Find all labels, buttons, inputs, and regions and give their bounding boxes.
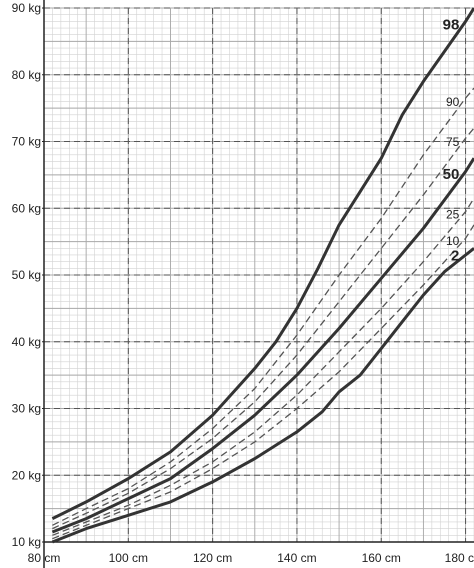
x-tick-label: 120 cm [193, 551, 232, 565]
percentile-50-label: 50 [443, 166, 460, 183]
y-tick-label: 20 kg [12, 468, 41, 482]
x-tick-label: 180 c [445, 551, 474, 565]
x-tick-label: 160 cm [362, 551, 401, 565]
axes [43, 0, 474, 568]
percentile-curves [51, 7, 474, 544]
percentile-2-label: 2 [451, 247, 459, 264]
percentile-98-curve [51, 7, 474, 520]
y-tick-label: 40 kg [12, 335, 41, 349]
y-tick-label: 80 kg [12, 68, 41, 82]
percentile-90-label: 90 [446, 95, 460, 109]
y-tick-label: 60 kg [12, 201, 41, 215]
y-tick-label: 50 kg [12, 268, 41, 282]
y-tick-label: 70 kg [12, 135, 41, 149]
percentile-25-label: 25 [446, 208, 460, 222]
y-tick-label: 90 kg [12, 1, 41, 15]
percentile-90-curve [52, 87, 474, 526]
y-tick-label: 10 kg [12, 535, 41, 549]
percentile-50-curve [51, 157, 474, 534]
tick-labels: 10 kg 20 kg 30 kg 40 kg 50 kg 60 kg 70 kg 80 kg… [12, 1, 474, 565]
percentile-75-curve [52, 127, 474, 530]
percentile-labels: 98 90 75 50 25 102 [443, 16, 460, 264]
grid [43, 7, 474, 543]
x-tick-label: 140 cm [277, 551, 316, 565]
y-tick-label: 30 kg [12, 402, 41, 416]
x-tick-label: 100 cm [109, 551, 148, 565]
percentile-10-curve [52, 224, 474, 540]
percentile-75-label: 75 [446, 135, 460, 149]
percentile-98-label: 98 [443, 16, 460, 33]
percentile-25-curve [52, 197, 474, 536]
percentile-2-curve [51, 247, 474, 544]
percentile-10-label: 10 [446, 234, 460, 248]
x-tick-label: 80 cm [28, 551, 61, 565]
